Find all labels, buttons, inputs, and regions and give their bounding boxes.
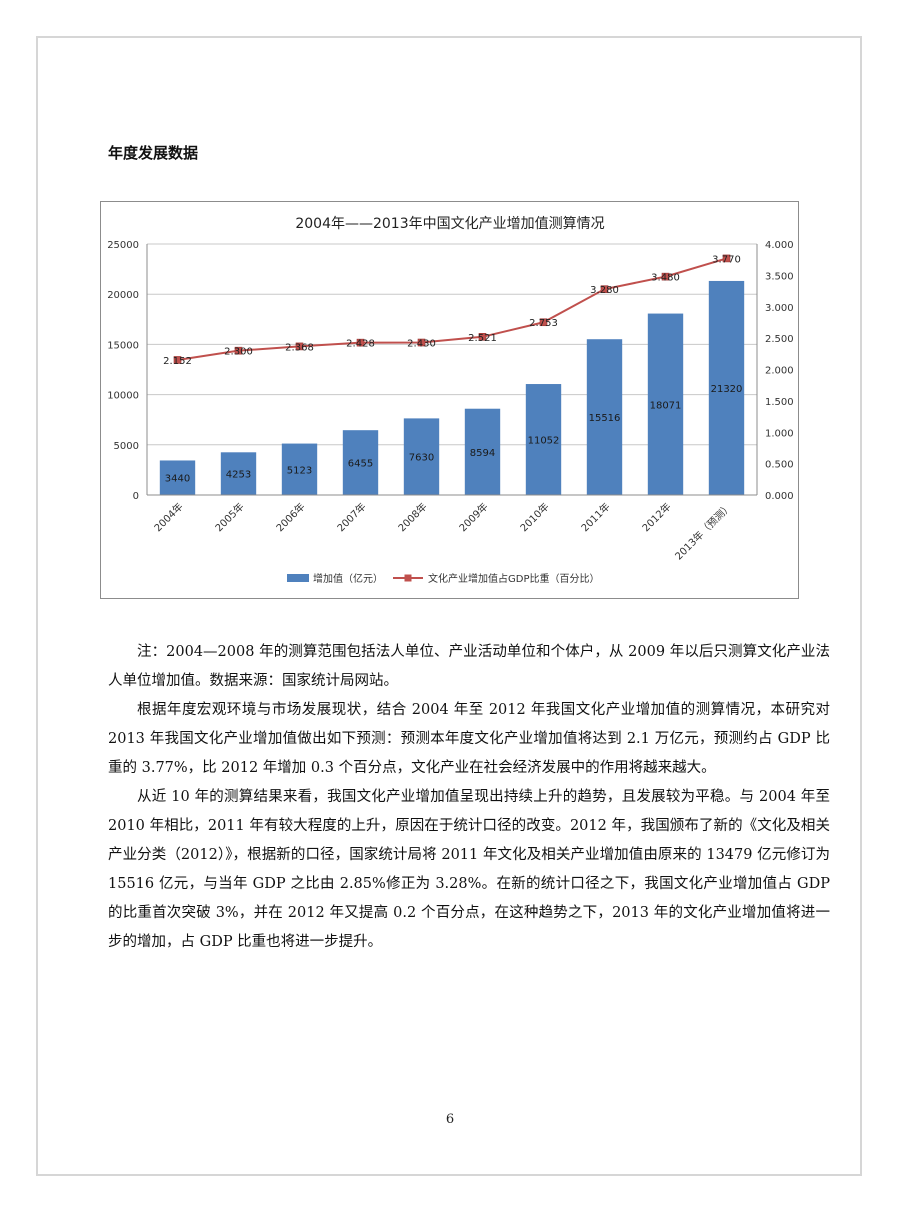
x-tick-label: 2009年 (456, 500, 490, 534)
line-data-label: 2.368 (285, 342, 314, 353)
line-point (234, 346, 243, 355)
chart-container: 2004年——2013年中国文化产业增加值测算情况 3440 4253 5123 64… (100, 201, 799, 599)
line-data-label: 2.753 (529, 318, 558, 329)
x-tick-label: 2010年 (517, 500, 551, 534)
line-point (356, 338, 365, 347)
line-data-label: 3.770 (712, 254, 741, 265)
y2-tick-label: 2.000 (765, 366, 794, 377)
bar-data-label: 8594 (470, 448, 495, 459)
left-axis: 0 5000 10000 15000 20000 25000 (107, 240, 148, 502)
chart-legend: 增加值（亿元） 文化产业增加值占GDP比重（百分比） (287, 572, 599, 585)
x-tick-label: 2012年 (639, 500, 673, 534)
legend-swatch-bar (287, 574, 309, 582)
bar-data-label: 4253 (226, 470, 251, 481)
x-tick-label: 2008年 (395, 500, 429, 534)
y2-tick-label: 3.500 (765, 271, 794, 282)
bar-data-label: 15516 (589, 413, 621, 424)
bar (586, 339, 623, 495)
note-paragraph: 注：2004—2008 年的测算范围包括法人单位、产业活动单位和个体户，从 20… (108, 644, 830, 689)
line-data-label: 2.152 (163, 356, 192, 367)
line-point (295, 342, 304, 351)
analysis-paragraph: 从近 10 年的测算结果来看，我国文化产业增加值呈现出持续上升的趋势，且发展较为… (108, 789, 830, 950)
y-tick-label: 25000 (107, 240, 139, 251)
x-tick-label: 2007年 (334, 500, 368, 534)
y-tick-label: 0 (133, 491, 139, 502)
bar-data-label: 5123 (287, 465, 312, 476)
x-tick-label: 2004年 (151, 500, 185, 534)
y-tick-label: 15000 (107, 340, 139, 351)
legend-marker-line (404, 574, 412, 582)
x-tick-label: 2005年 (212, 500, 246, 534)
bar (159, 460, 196, 495)
bar-data-label: 6455 (348, 459, 373, 470)
line-point (539, 318, 548, 327)
line-data-label: 2.300 (224, 347, 253, 358)
bar (647, 313, 684, 495)
bar-data-label: 11052 (528, 436, 560, 447)
x-tick-label: 2011年 (578, 500, 612, 534)
category-axis: 2004年 2005年 2006年 2007年 2008年 2009年 2010年 2011年… (147, 494, 757, 563)
line-data-label: 3.480 (651, 273, 680, 284)
x-tick-label: 2013年（预测） (672, 500, 735, 563)
y-tick-label: 10000 (107, 391, 139, 402)
bar-data-label: 21320 (711, 384, 743, 395)
bar-series (159, 280, 745, 495)
line-data-labels: 2.152 2.300 2.368 2.428 2.430 2.521 2.753 3.280… (163, 254, 741, 367)
line-series (173, 254, 731, 364)
series-line (177, 257, 727, 361)
chart-svg: 2004年——2013年中国文化产业增加值测算情况 3440 4253 5123 64… (107, 216, 794, 585)
page-number: 6 (445, 1112, 455, 1127)
bar (403, 418, 440, 495)
bar (464, 408, 501, 495)
bar-data-label: 18071 (650, 400, 682, 411)
line-point (722, 254, 731, 263)
chart-title: 2004年——2013年中国文化产业增加值测算情况 (295, 216, 604, 232)
line-point (173, 356, 182, 364)
bar-data-labels: 3440 4253 5123 6455 7630 8594 11052 15516 18071 2… (165, 384, 743, 485)
page-frame (36, 36, 862, 1176)
body-text: 注：2004—2008 年的测算范围包括法人单位、产业活动单位和个体户，从 20… (108, 638, 830, 957)
y2-tick-label: 1.000 (765, 428, 794, 439)
line-point (417, 338, 426, 347)
legend-label-line: 文化产业增加值占GDP比重（百分比） (428, 572, 599, 585)
section-heading: 年度发展数据 (108, 144, 199, 162)
y2-tick-label: 3.000 (765, 303, 794, 314)
line-data-label: 2.430 (407, 339, 436, 350)
bar-data-label: 3440 (165, 474, 190, 485)
x-tick-label: 2006年 (273, 500, 307, 534)
legend-label-bar: 增加值（亿元） (313, 572, 383, 585)
line-data-label: 3.280 (590, 285, 619, 296)
bar (342, 430, 379, 495)
y2-tick-label: 2.500 (765, 334, 794, 345)
bar-data-label: 7630 (409, 453, 434, 464)
line-point (661, 272, 670, 281)
bar (220, 452, 257, 495)
bar (281, 443, 318, 495)
bar (708, 280, 745, 495)
y2-tick-label: 0.000 (765, 491, 794, 502)
line-data-label: 2.428 (346, 339, 375, 350)
y2-tick-label: 0.500 (765, 460, 794, 471)
forecast-paragraph: 根据年度宏观环境与市场发展现状，结合 2004 年至 2012 年我国文化产业增… (108, 702, 830, 776)
line-point (600, 285, 609, 293)
line-point (478, 333, 487, 341)
right-axis: 0.000 0.500 1.000 1.500 2.000 2.500 3.000 3.500… (756, 240, 794, 502)
y2-tick-label: 4.000 (765, 240, 794, 251)
y2-tick-label: 1.500 (765, 397, 794, 408)
line-data-label: 2.521 (468, 333, 497, 344)
y-tick-label: 5000 (114, 441, 139, 452)
bar (525, 384, 562, 495)
y-tick-label: 20000 (107, 290, 139, 301)
